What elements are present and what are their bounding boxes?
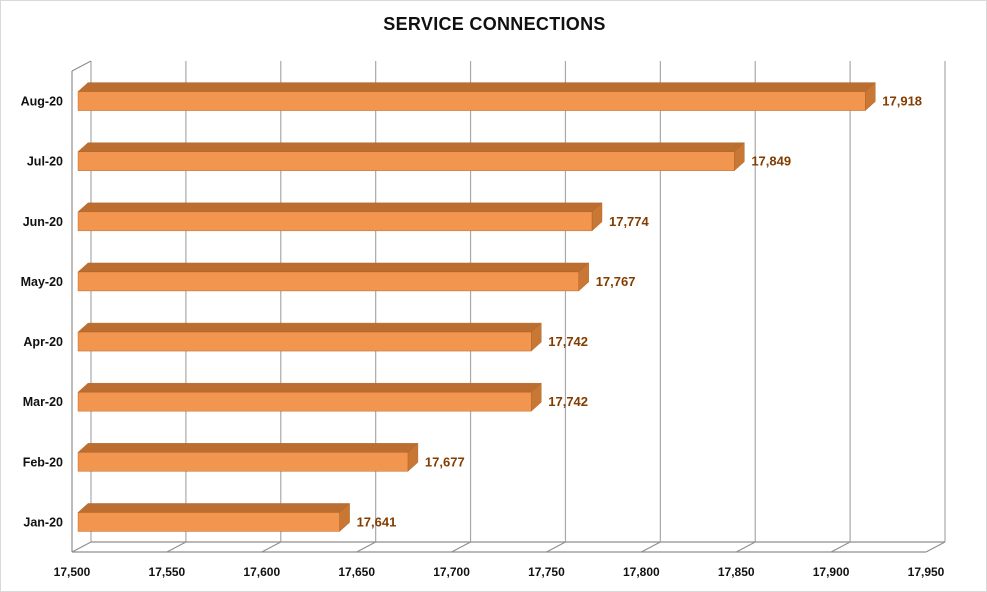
bar-aug-20	[77, 82, 876, 112]
bar-value-label: 17,767	[596, 274, 636, 289]
bar-apr-20	[77, 322, 542, 352]
x-axis-tick-label: 17,500	[54, 565, 91, 579]
bar-front-face	[77, 331, 532, 352]
x-axis-tick-label: 17,750	[528, 565, 565, 579]
bar-value-label: 17,849	[751, 154, 791, 169]
bar-front-face	[77, 211, 593, 232]
bar-top-face	[77, 322, 542, 333]
bar-top-face	[77, 82, 876, 92]
category-label-feb-20: Feb-20	[23, 455, 63, 469]
x-axis-tick-label: 17,850	[718, 565, 755, 579]
bar-front-face	[77, 271, 579, 292]
top-left-wall-edge	[71, 60, 92, 72]
bar-mar-20	[77, 382, 542, 412]
x-axis-tick-label: 17,550	[149, 565, 186, 579]
bar-front-face	[77, 452, 409, 472]
bar-value-label: 17,742	[548, 334, 588, 349]
bar-value-label: 17,918	[882, 94, 922, 109]
bar-jun-20	[77, 202, 603, 232]
x-axis-tick-label: 17,800	[623, 565, 660, 579]
bar-top-face	[77, 202, 603, 213]
bar-feb-20	[77, 442, 419, 472]
bar-top-face	[77, 443, 419, 453]
bar-top-face	[77, 382, 542, 393]
bar-jul-20	[77, 142, 745, 172]
gridline-floor-foot	[735, 541, 756, 553]
category-label-jan-20: Jan-20	[23, 515, 63, 529]
bar-jan-20	[77, 502, 351, 532]
bar-top-face	[77, 262, 590, 273]
chart-title: SERVICE CONNECTIONS	[383, 14, 606, 34]
gridline-floor-foot	[71, 541, 92, 553]
category-label-apr-20: Apr-20	[23, 335, 63, 349]
category-label-may-20: May-20	[21, 275, 63, 289]
category-label-aug-20: Aug-20	[21, 95, 63, 109]
gridline-floor-foot	[641, 541, 661, 553]
gridline-floor-foot	[451, 541, 471, 553]
gridline-floor-foot	[261, 541, 282, 553]
gridline-floor-foot	[356, 541, 376, 553]
gridline-floor-foot	[830, 541, 851, 553]
bar-may-20	[77, 262, 590, 292]
x-axis-tick-label: 17,650	[338, 565, 375, 579]
bar-front-face	[77, 91, 866, 111]
bar-front-face	[77, 151, 735, 171]
gridline-floor-foot	[546, 541, 566, 553]
x-axis-tick-label: 17,600	[243, 565, 280, 579]
category-label-jul-20: Jul-20	[27, 155, 63, 169]
bar-value-label: 17,677	[425, 454, 465, 469]
x-axis-tick-label: 17,900	[813, 565, 850, 579]
bar-value-label: 17,774	[609, 214, 650, 229]
bar-top-face	[77, 503, 351, 513]
category-label-jun-20: Jun-20	[23, 215, 63, 229]
bar-value-label: 17,641	[357, 514, 397, 529]
bar-front-face	[77, 391, 532, 412]
x-axis-tick-label: 17,950	[908, 565, 945, 579]
category-label-mar-20: Mar-20	[23, 395, 63, 409]
x-axis-tick-label: 17,700	[433, 565, 470, 579]
bar-front-face	[77, 512, 340, 532]
gridline-floor-foot	[166, 541, 187, 553]
bar-value-label: 17,742	[548, 394, 588, 409]
bar-top-face	[77, 142, 745, 152]
gridline-floor-foot	[925, 541, 946, 553]
